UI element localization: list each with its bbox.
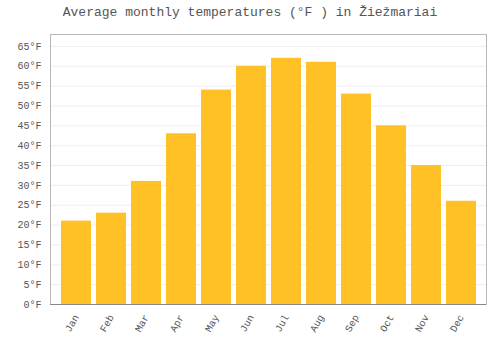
svg-text:Jun: Jun <box>238 313 257 334</box>
svg-text:35°F: 35°F <box>17 161 41 172</box>
svg-text:10°F: 10°F <box>17 260 41 271</box>
svg-text:Oct: Oct <box>378 313 397 334</box>
svg-text:Sep: Sep <box>343 313 362 334</box>
svg-text:Nov: Nov <box>413 313 432 334</box>
svg-text:Jan: Jan <box>63 313 82 334</box>
svg-text:25°F: 25°F <box>17 200 41 211</box>
svg-text:May: May <box>203 313 222 334</box>
svg-text:Apr: Apr <box>168 313 187 334</box>
svg-text:60°F: 60°F <box>17 61 41 72</box>
svg-text:20°F: 20°F <box>17 220 41 231</box>
svg-text:15°F: 15°F <box>17 240 41 251</box>
svg-text:45°F: 45°F <box>17 121 41 132</box>
svg-text:Mar: Mar <box>133 313 152 334</box>
svg-text:5°F: 5°F <box>23 280 41 291</box>
html-text:Average monthly temperatures (: Average monthly temperatures (°F ) in Ži… <box>62 5 438 20</box>
svg-text:55°F: 55°F <box>17 81 41 92</box>
svg-text:65°F: 65°F <box>17 42 41 53</box>
svg-text:Dec: Dec <box>448 313 467 334</box>
svg-text:50°F: 50°F <box>17 101 41 112</box>
svg-text:Feb: Feb <box>98 313 117 334</box>
svg-text:Jul: Jul <box>273 313 292 334</box>
svg-text:Aug: Aug <box>308 313 327 334</box>
svg-text:0°F: 0°F <box>23 300 41 311</box>
svg-text:30°F: 30°F <box>17 181 41 192</box>
svg-text:40°F: 40°F <box>17 141 41 152</box>
